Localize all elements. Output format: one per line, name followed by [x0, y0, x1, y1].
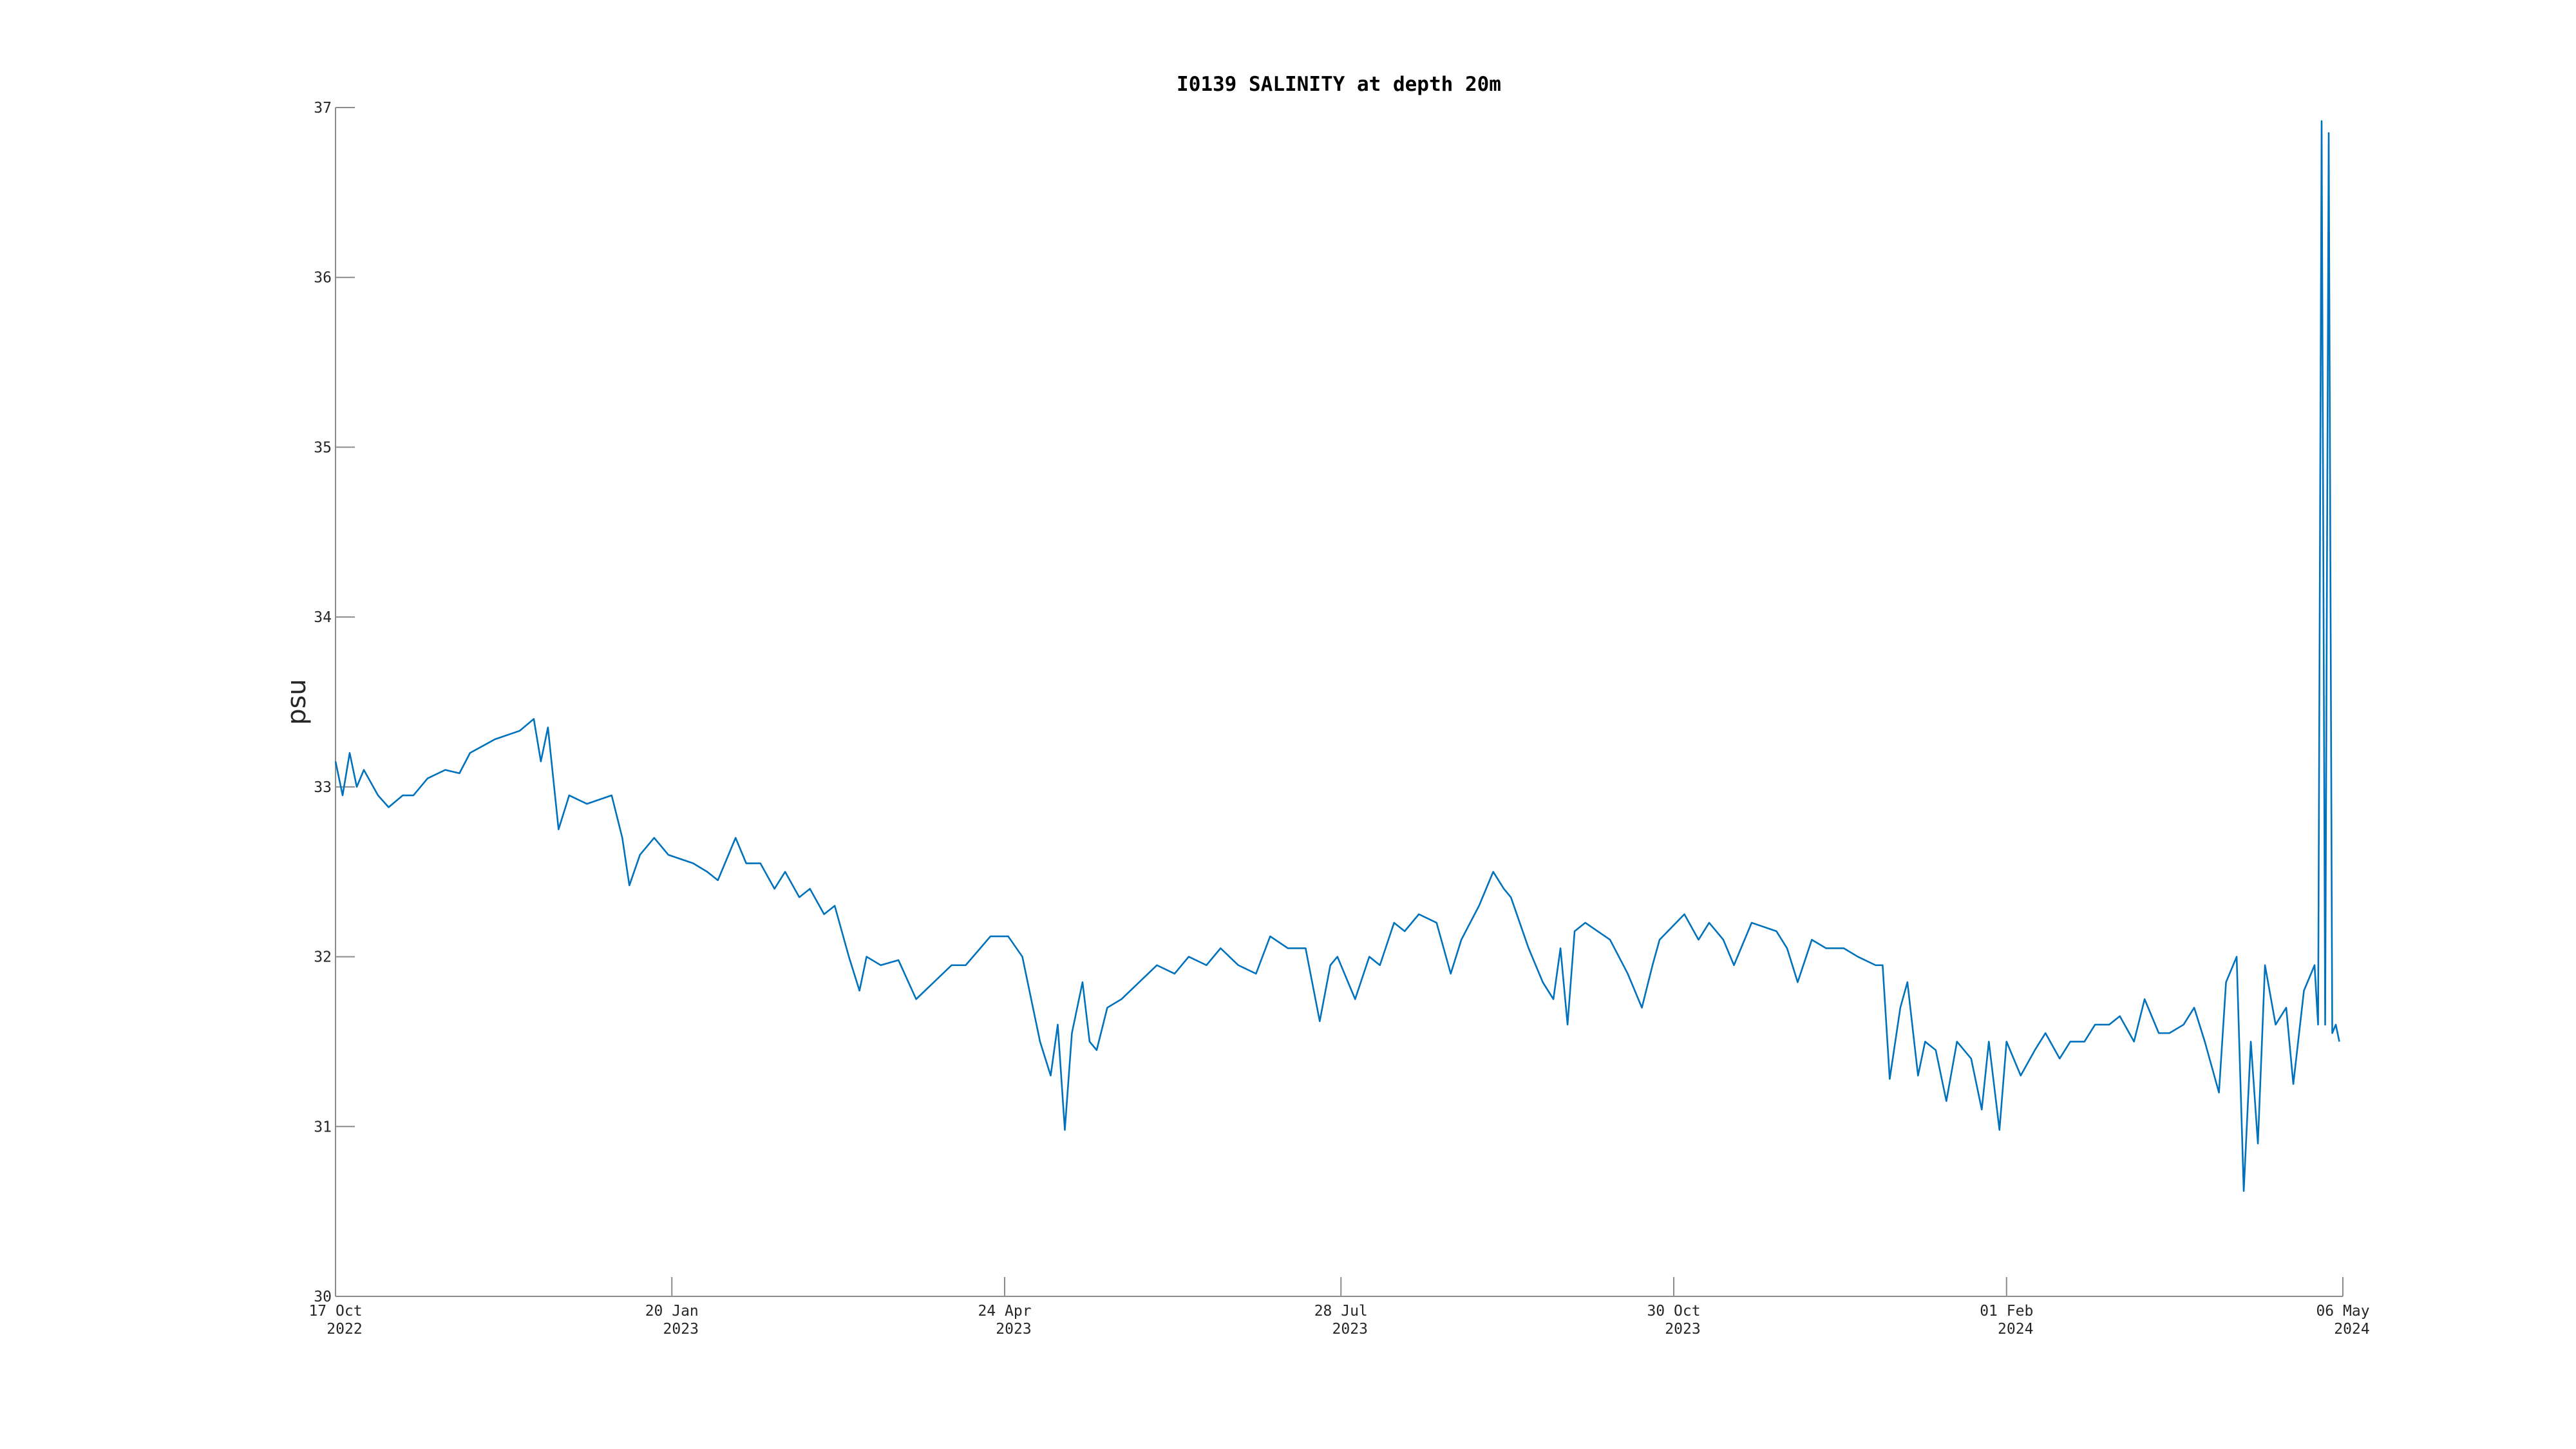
x-tick-label: 2022	[327, 1321, 362, 1338]
x-tick-label: 17 Oct	[308, 1303, 362, 1320]
x-tick-label: 2023	[663, 1321, 699, 1338]
y-tick-label: 37	[314, 100, 332, 117]
y-tick-label: 36	[314, 270, 332, 287]
x-tick-label: 20 Jan	[645, 1303, 699, 1320]
y-tick-label: 32	[314, 949, 332, 966]
x-tick-label: 2023	[996, 1321, 1031, 1338]
y-tick-label: 30	[314, 1289, 332, 1305]
x-tick-label: 2023	[1332, 1321, 1368, 1338]
x-tick-label: 01 Feb	[1980, 1303, 2033, 1320]
chart-title: I0139 SALINITY at depth 20m	[1177, 73, 1501, 96]
x-tick-label: 2024	[1998, 1321, 2033, 1338]
y-tick-label: 33	[314, 779, 332, 796]
x-tick-label: 30 Oct	[1647, 1303, 1700, 1320]
data-line	[334, 120, 2340, 1192]
x-tick-label: 06 May	[2316, 1303, 2369, 1320]
y-tick-label: 31	[314, 1119, 332, 1135]
y-tick-label: 34	[314, 609, 332, 626]
x-tick-label: 2024	[2334, 1321, 2369, 1338]
y-tick-label: 35	[314, 439, 332, 456]
x-tick-label: 28 Jul	[1314, 1303, 1368, 1320]
x-tick-label: 2023	[1665, 1321, 1700, 1338]
y-axis-label: psu	[282, 679, 312, 725]
x-tick-label: 24 Apr	[978, 1303, 1031, 1320]
